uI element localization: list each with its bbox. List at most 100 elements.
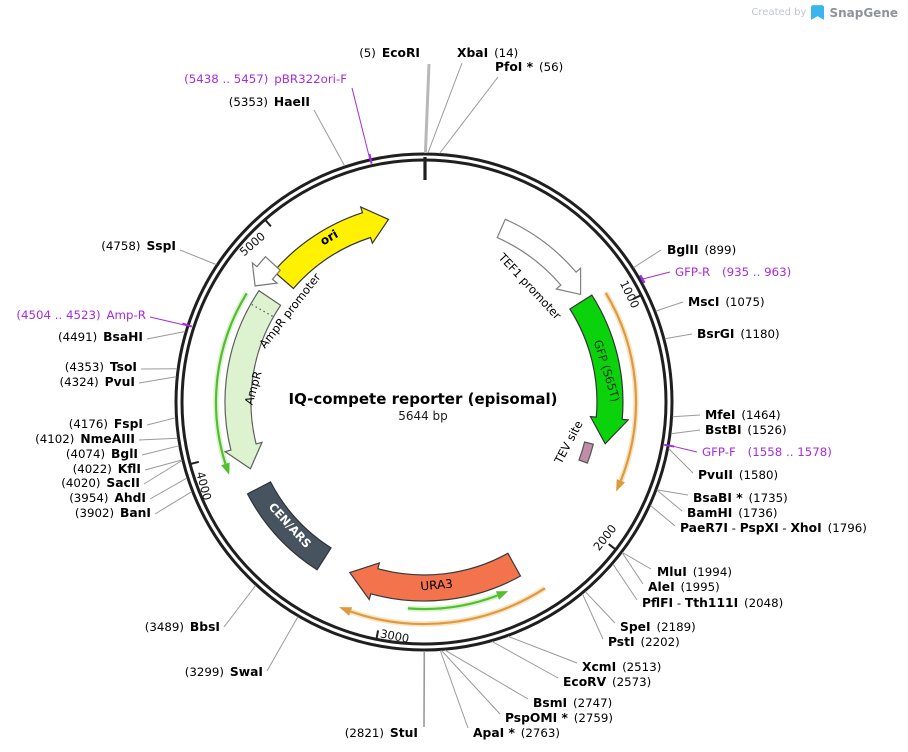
restriction-site-label[interactable]: PvuII (1580) [698, 468, 778, 482]
orf-arrow-line [604, 292, 638, 482]
site-callout-line [664, 333, 693, 340]
restriction-site-label[interactable]: (3954) AhdI [69, 491, 146, 505]
feature-tev-site[interactable] [578, 441, 595, 464]
restriction-site-label[interactable]: (4491) BsaHI [58, 330, 143, 344]
site-callout-line [621, 552, 644, 585]
restriction-site-label[interactable]: (4353) TsoI [65, 360, 137, 374]
watermark: Created by SnapGene [751, 5, 898, 20]
restriction-site-label[interactable]: BstBI (1526) [705, 423, 787, 437]
restriction-site-label[interactable]: (5) EcoRI [359, 46, 420, 60]
site-callout-line [141, 445, 180, 456]
restriction-site-label[interactable]: MscI (1075) [688, 295, 765, 309]
restriction-site-label[interactable]: (4022) KflI [73, 462, 141, 476]
site-callout-line [143, 460, 183, 485]
site-callout-line [146, 417, 176, 426]
site-callout-line [313, 109, 346, 167]
site-callout-line [491, 641, 559, 679]
scale-tick [189, 460, 200, 466]
watermark-brand: SnapGene [829, 5, 898, 20]
restriction-site-label[interactable]: BsmI (2747) [533, 696, 612, 710]
restriction-site-label[interactable]: MfeI (1464) [705, 408, 781, 422]
scale-tick [608, 543, 617, 551]
site-callout-line [423, 63, 431, 154]
feature-ura3[interactable] [348, 552, 522, 602]
feature-amp-r-promoter[interactable] [251, 255, 282, 287]
restriction-site-label[interactable]: BsaBI * (1735) [693, 491, 788, 505]
restriction-site-label[interactable]: PspOMI * (2759) [505, 711, 613, 725]
restriction-site-label[interactable]: BamHI (1736) [687, 506, 778, 520]
site-callout-line [439, 650, 469, 729]
primer-label[interactable]: GFP-F (1558 .. 1578) [702, 445, 832, 459]
restriction-site-label[interactable]: PfoI * (56) [495, 60, 563, 74]
feature-amp-r[interactable] [223, 289, 282, 470]
snapgene-logo-icon [811, 5, 825, 20]
feature-ori[interactable] [272, 205, 390, 290]
watermark-created-by: Created by [751, 7, 807, 18]
feature-gfp-s65t[interactable] [569, 294, 630, 445]
scale-tick [632, 294, 642, 300]
orf-arrow-line [350, 587, 546, 626]
restriction-site-label[interactable]: (3902) BanI [75, 506, 151, 520]
site-callout-line [439, 76, 499, 154]
plasmid-title: IQ-compete reporter (episomal) [288, 390, 557, 408]
restriction-site-label[interactable]: (3299) SwaI [185, 665, 263, 679]
site-callout-line [582, 593, 604, 640]
orf-arrow-head [339, 607, 353, 616]
restriction-site-label[interactable]: BglII (899) [667, 243, 736, 257]
site-callout-line [640, 271, 671, 280]
restriction-site-label[interactable]: (4758) SspI [101, 239, 176, 253]
restriction-site-label[interactable]: (5353) HaeII [229, 95, 310, 109]
feature-label-ura3[interactable]: URA3 [420, 577, 454, 594]
restriction-site-label[interactable]: XcmI (2513) [582, 660, 661, 674]
restriction-site-label[interactable]: ApaI * (2763) [473, 726, 560, 740]
feature-cen-ars[interactable] [246, 481, 332, 571]
restriction-site-label[interactable]: AleI (1995) [648, 580, 720, 594]
restriction-site-label[interactable]: EcoRV (2573) [563, 675, 651, 689]
restriction-site-label[interactable]: PaeR7I - PspXI - XhoI (1796) [680, 521, 867, 535]
site-callout-line [655, 301, 684, 312]
restriction-site-label[interactable]: PstI (2202) [608, 635, 680, 649]
site-callout-line [144, 459, 182, 471]
restriction-site-label[interactable]: PflFI - Tth111I (2048) [642, 596, 783, 610]
site-callout-line [149, 477, 188, 500]
restriction-site-label[interactable]: (4102) NmeAIII [35, 432, 135, 446]
site-callout-line [622, 552, 652, 570]
site-callout-line [670, 429, 701, 435]
primer-mark-arc [639, 274, 646, 284]
scale-tick-label: 1000 [617, 278, 642, 310]
site-callout-line [146, 331, 186, 340]
restriction-site-label[interactable]: MluI (1994) [657, 565, 732, 579]
restriction-site-label[interactable]: (4324) PvuI [60, 375, 136, 389]
scale-tick [375, 630, 380, 640]
site-callout-line [223, 585, 256, 628]
site-callout-line [672, 414, 701, 418]
primer-label[interactable]: (5438 .. 5457) pBR322ori-F [184, 72, 347, 86]
site-callout-line [650, 505, 676, 527]
plasmid-ring-outer [174, 152, 674, 652]
site-callout-line [656, 489, 683, 512]
primer-mark-tick [368, 153, 373, 164]
restriction-site-label[interactable]: (3489) BbsI [145, 620, 220, 634]
restriction-site-label[interactable]: (4074) BglI [66, 447, 138, 461]
restriction-site-label[interactable]: BsrGI (1180) [697, 327, 780, 341]
restriction-site-label[interactable]: XbaI (14) [457, 46, 518, 60]
feature-tef1-promoter[interactable] [496, 218, 582, 296]
site-callout-line [138, 376, 177, 384]
restriction-site-label[interactable]: SpeI (2189) [620, 620, 696, 634]
site-callout-line [149, 316, 188, 327]
site-callout-line [266, 616, 299, 672]
primer-label[interactable]: (4504 .. 4523) Amp-R [16, 308, 146, 322]
restriction-site-label[interactable]: (4020) SacII [61, 476, 140, 490]
primer-label[interactable]: GFP-R (935 .. 963) [675, 265, 791, 279]
scale-tick-label: 3000 [379, 626, 410, 645]
site-callout-line [179, 249, 217, 266]
restriction-site-label[interactable]: (4176) FspI [69, 417, 143, 431]
site-callout-line [668, 448, 694, 474]
site-callout-line [441, 650, 501, 715]
restriction-site-label[interactable]: (2821) StuI [345, 726, 418, 740]
orf-arrow-head [221, 462, 230, 475]
site-callout-line [154, 491, 192, 515]
orf-arrow-line [214, 292, 248, 465]
